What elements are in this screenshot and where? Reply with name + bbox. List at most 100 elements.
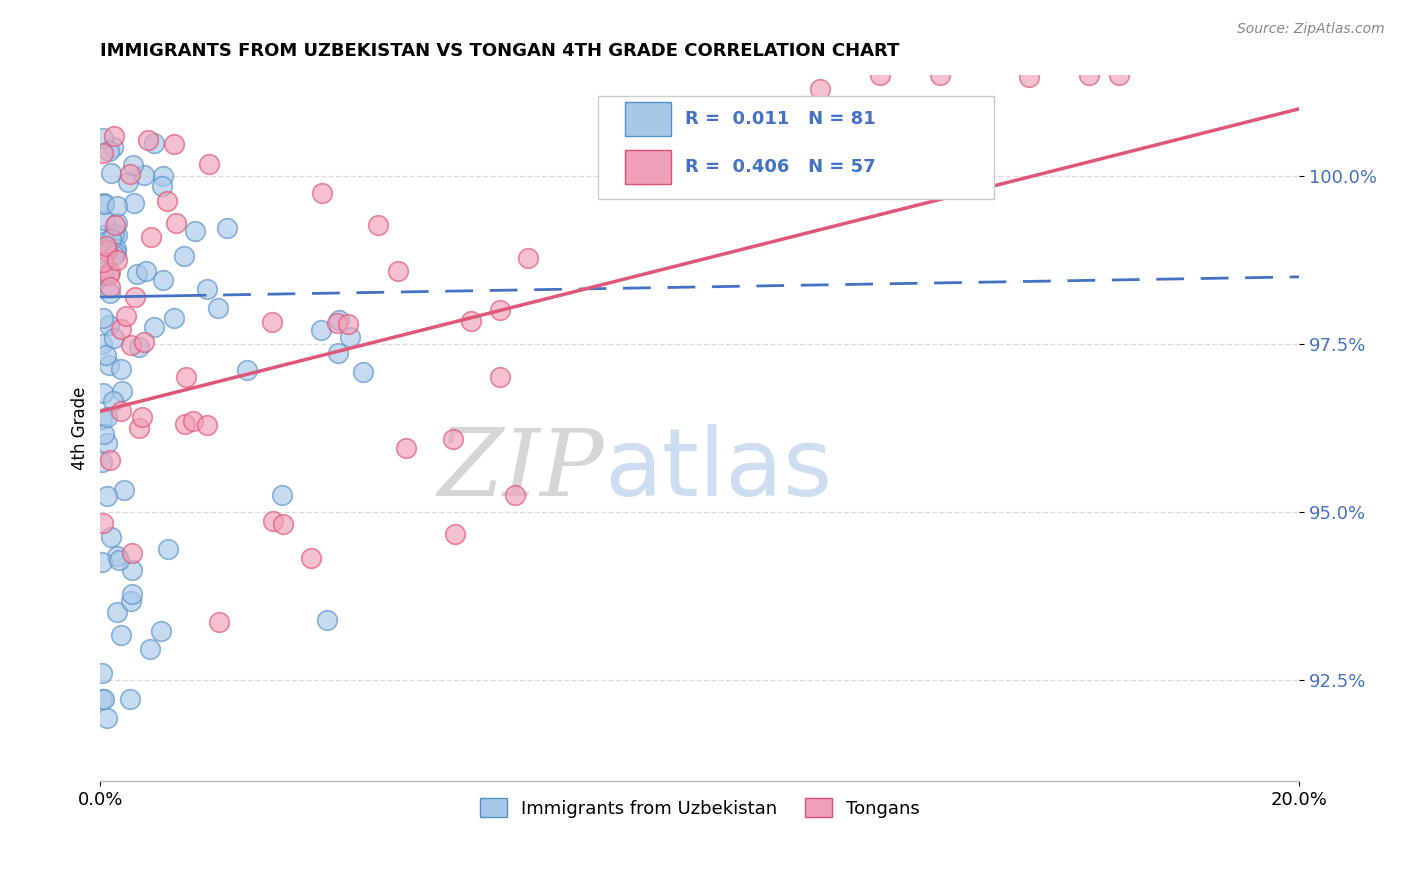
- Point: [173, 249, 195, 263]
- Point: [128, 340, 150, 354]
- Point: [105, 253, 128, 268]
- Point: [122, 195, 145, 210]
- Point: [120, 691, 142, 706]
- Point: [139, 230, 162, 244]
- Point: [105, 227, 128, 242]
- Point: [131, 409, 153, 424]
- Point: [90, 692, 112, 706]
- Point: [838, 112, 860, 127]
- Point: [135, 263, 157, 277]
- Point: [91, 666, 114, 681]
- Text: Source: ZipAtlas.com: Source: ZipAtlas.com: [1237, 22, 1385, 37]
- Point: [156, 194, 179, 208]
- Point: [104, 218, 127, 232]
- Point: [121, 546, 143, 560]
- Point: [100, 530, 122, 544]
- Point: [132, 169, 155, 183]
- Point: [110, 404, 132, 418]
- Point: [1078, 68, 1101, 82]
- Point: [110, 362, 132, 376]
- Point: [120, 338, 142, 352]
- Point: [124, 290, 146, 304]
- Point: [367, 218, 389, 232]
- Point: [96, 238, 118, 252]
- Point: [489, 303, 512, 318]
- Point: [150, 178, 173, 193]
- Text: IMMIGRANTS FROM UZBEKISTAN VS TONGAN 4TH GRADE CORRELATION CHART: IMMIGRANTS FROM UZBEKISTAN VS TONGAN 4TH…: [100, 42, 900, 60]
- Point: [262, 514, 284, 528]
- Point: [96, 409, 118, 424]
- Point: [128, 421, 150, 435]
- Point: [90, 337, 112, 351]
- Point: [441, 432, 464, 446]
- Point: [121, 587, 143, 601]
- Point: [108, 553, 131, 567]
- Point: [103, 227, 125, 241]
- Point: [97, 268, 120, 283]
- Point: [94, 348, 117, 362]
- Point: [93, 196, 115, 211]
- Point: [120, 593, 142, 607]
- Point: [152, 273, 174, 287]
- Point: [112, 483, 135, 497]
- Point: [101, 394, 124, 409]
- Point: [93, 310, 115, 325]
- Point: [184, 224, 207, 238]
- Point: [336, 317, 359, 331]
- FancyBboxPatch shape: [598, 96, 994, 199]
- Point: [97, 318, 120, 332]
- Point: [869, 68, 891, 82]
- Point: [143, 320, 166, 334]
- Point: [97, 144, 120, 158]
- Point: [90, 455, 112, 469]
- Point: [115, 309, 138, 323]
- Text: atlas: atlas: [603, 425, 832, 516]
- Point: [299, 551, 322, 566]
- Point: [273, 516, 295, 531]
- Bar: [626, 150, 671, 184]
- Bar: [626, 103, 671, 136]
- Point: [352, 365, 374, 379]
- Point: [96, 243, 118, 257]
- Point: [93, 692, 115, 706]
- Point: [97, 359, 120, 373]
- Point: [117, 175, 139, 189]
- Point: [195, 282, 218, 296]
- Point: [328, 345, 350, 359]
- Point: [98, 280, 121, 294]
- Point: [103, 140, 125, 154]
- Point: [93, 146, 115, 161]
- Point: [328, 313, 350, 327]
- Point: [149, 624, 172, 638]
- Point: [395, 441, 418, 455]
- Point: [215, 221, 238, 235]
- Point: [326, 316, 349, 330]
- Point: [236, 363, 259, 377]
- Point: [96, 245, 118, 260]
- Point: [309, 323, 332, 337]
- Point: [121, 563, 143, 577]
- Point: [163, 311, 186, 326]
- Point: [271, 487, 294, 501]
- Point: [808, 82, 831, 96]
- Point: [316, 613, 339, 627]
- Point: [98, 265, 121, 279]
- Point: [139, 641, 162, 656]
- Point: [103, 129, 125, 144]
- Point: [1018, 70, 1040, 85]
- Legend: Immigrants from Uzbekistan, Tongans: Immigrants from Uzbekistan, Tongans: [472, 791, 927, 825]
- Point: [105, 605, 128, 619]
- Point: [103, 248, 125, 262]
- Point: [517, 251, 540, 265]
- Point: [489, 370, 512, 384]
- Point: [93, 426, 115, 441]
- Point: [105, 246, 128, 260]
- Y-axis label: 4th Grade: 4th Grade: [72, 386, 89, 470]
- Point: [91, 131, 114, 145]
- Point: [120, 167, 142, 181]
- Point: [928, 68, 950, 82]
- Text: R =  0.011   N = 81: R = 0.011 N = 81: [685, 111, 876, 128]
- Point: [125, 268, 148, 282]
- Point: [136, 133, 159, 147]
- Point: [91, 385, 114, 400]
